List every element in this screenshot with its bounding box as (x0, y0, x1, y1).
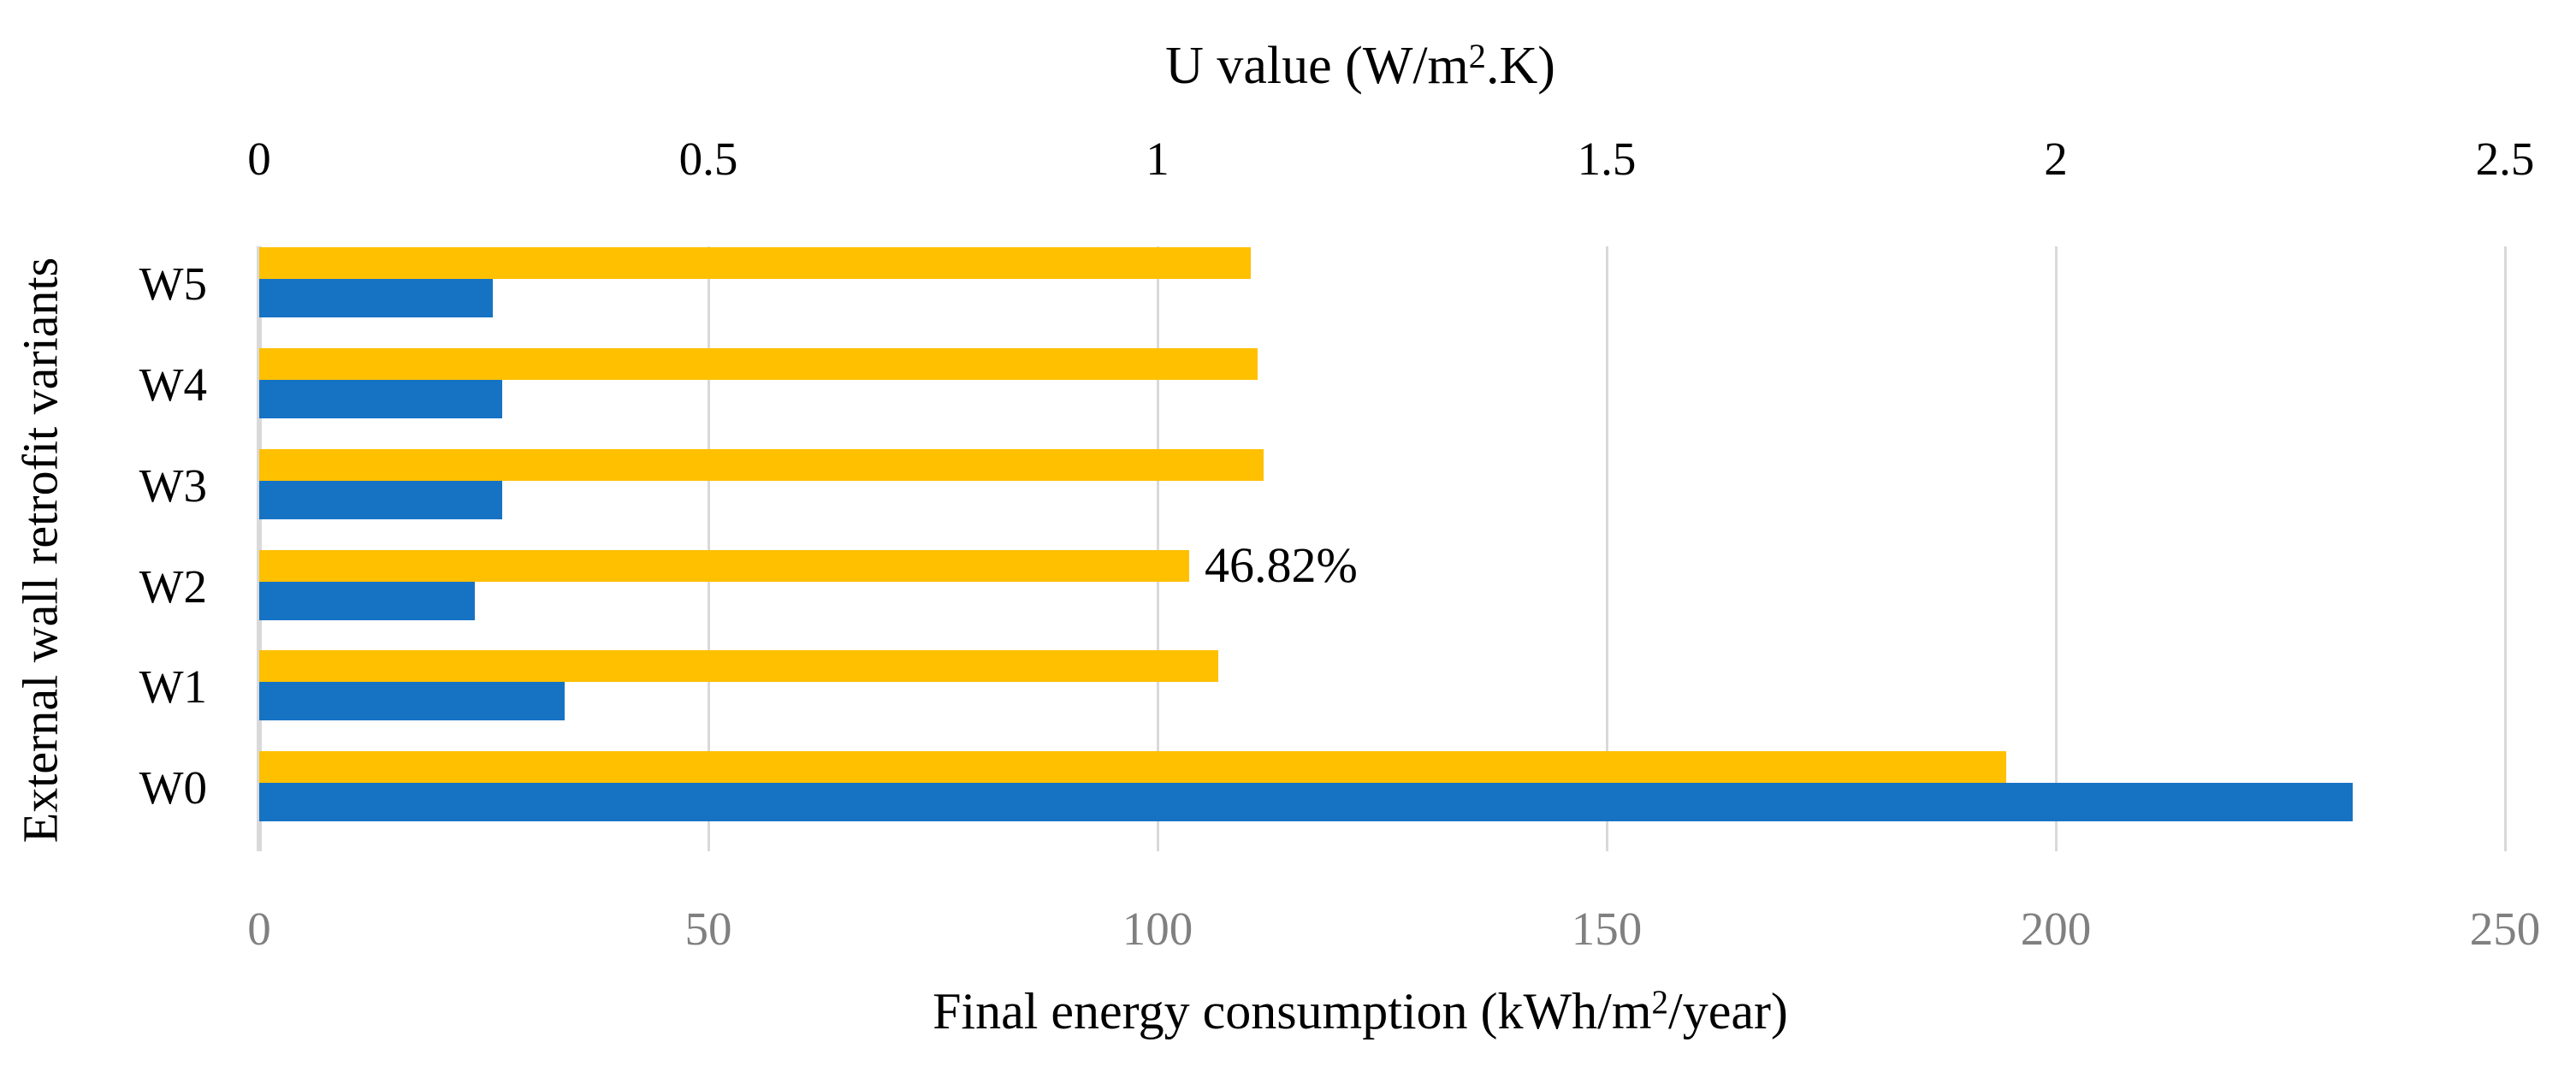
bottom-axis-title-superscript: 2 (1651, 984, 1669, 1022)
category-label-W2: W2 (139, 560, 207, 613)
top-axis-title-superscript: 2 (1468, 36, 1486, 75)
energy-bar-W2 (259, 550, 1189, 582)
u-value-bar-W3 (259, 481, 502, 519)
category-label-W0: W0 (139, 761, 207, 814)
top-axis-title: U value (W/m2.K) (1165, 36, 1555, 102)
bottom-axis-title-text-end: /year) (1668, 983, 1788, 1039)
category-label-W4: W4 (139, 358, 207, 411)
left-axis-title: External wall retrofit variants (12, 257, 68, 844)
u-value-bar-W2 (259, 582, 475, 620)
category-label-W5: W5 (139, 258, 207, 310)
energy-bar-W4 (259, 348, 1258, 380)
gridline (1157, 246, 1159, 851)
u-value-bar-W1 (259, 682, 565, 720)
bottom-axis-tick-label: 50 (684, 903, 732, 955)
energy-bar-W1 (259, 650, 1218, 682)
value-axis-line (257, 246, 262, 851)
top-axis-tick-label: 0 (247, 133, 271, 185)
bottom-axis-tick-label: 0 (247, 903, 271, 955)
bottom-axis-title-text: Final energy consumption (kWh/m (933, 983, 1652, 1039)
top-axis-tick-label: 1.5 (1577, 133, 1637, 185)
energy-bar-W0 (259, 751, 2006, 783)
energy-bar-W5 (259, 247, 1251, 279)
top-axis-tick-label: 2.5 (2475, 133, 2535, 185)
bottom-axis-tick-label: 150 (1571, 903, 1643, 955)
energy-bar-W3 (259, 449, 1264, 481)
gridline (2055, 246, 2058, 851)
category-label-W3: W3 (139, 459, 207, 512)
bottom-axis-tick-label: 200 (2020, 903, 2092, 955)
gridline (1606, 246, 1608, 851)
bottom-axis-tick-label: 250 (2469, 903, 2541, 955)
bottom-axis-title: Final energy consumption (kWh/m2/year) (933, 982, 1788, 1047)
top-axis-tick-label: 0.5 (678, 133, 738, 185)
bottom-axis-tick-label: 100 (1122, 903, 1193, 955)
top-axis-title-text-end: .K) (1485, 37, 1555, 95)
top-axis-tick-label: 1 (1146, 133, 1170, 185)
gridline (2504, 246, 2507, 851)
top-axis-title-text: U value (W/m (1165, 37, 1469, 95)
gridline (708, 246, 710, 851)
u-value-bar-W4 (259, 380, 502, 418)
savings-annotation: 46.82% (1205, 537, 1358, 593)
u-value-bar-W5 (259, 279, 493, 317)
top-axis-tick-label: 2 (2044, 133, 2068, 185)
category-label-W1: W1 (139, 660, 207, 713)
u-value-bar-W0 (259, 783, 2353, 821)
